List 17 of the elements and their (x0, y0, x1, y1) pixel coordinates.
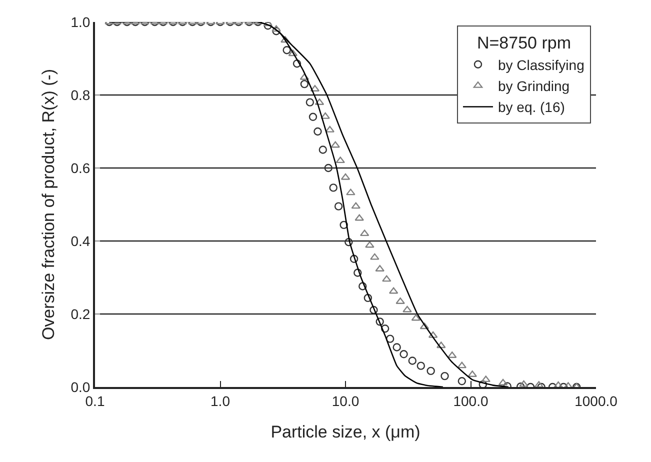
legend-title: N=8750 rpm (476, 34, 572, 53)
legend-label: by Classifying (498, 56, 584, 73)
y-tick-label: 0.6 (70, 160, 90, 176)
y-axis-title: Oversize fraction of product, R(x) (-) (38, 68, 58, 340)
x-tick-label: 10.0 (332, 392, 360, 409)
y-tick-label: 1.0 (70, 14, 90, 30)
y-tick-label: 0.4 (70, 232, 90, 249)
y-tick-label: 0.2 (70, 306, 90, 322)
legend-label: by eq. (16) (498, 99, 565, 116)
y-tick-label: 0.8 (70, 86, 90, 103)
x-tick-label: 0.1 (85, 392, 105, 409)
x-tick-label: 1.0 (210, 392, 230, 409)
legend-label: by Grinding (498, 78, 570, 94)
x-tick-label: 100.0 (453, 392, 488, 409)
x-tick-label: 1000.0 (574, 392, 618, 409)
y-tick-label: 0.0 (70, 378, 90, 395)
x-axis-title: Particle size, x (μm) (270, 422, 420, 442)
